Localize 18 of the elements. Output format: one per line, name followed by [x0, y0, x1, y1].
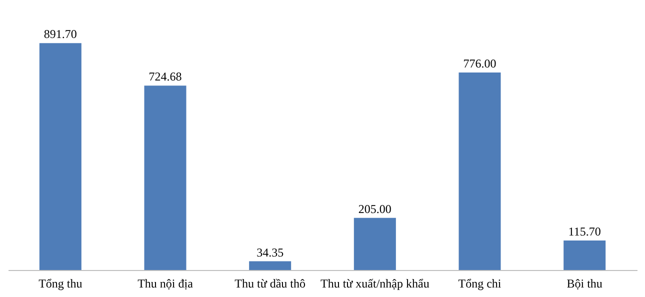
x-tick-label: Tổng thu — [38, 276, 82, 290]
x-tick-label: Tổng chi — [458, 276, 502, 290]
x-tick-label: Thu từ dầu thô — [234, 276, 306, 290]
bar — [564, 240, 606, 270]
bar — [39, 43, 82, 270]
bar — [144, 86, 186, 270]
data-label: 776.00 — [463, 56, 496, 71]
x-tick-label: Thu từ xuất/nhập khẩu — [320, 276, 430, 290]
data-label: 205.00 — [358, 202, 392, 216]
bar — [354, 218, 396, 270]
bar — [249, 261, 292, 270]
data-label: 34.35 — [256, 245, 284, 260]
bar — [458, 72, 501, 270]
x-tick-label: Thu nội địa — [138, 276, 194, 290]
data-label: 891.70 — [44, 27, 77, 42]
data-label: 115.70 — [568, 224, 601, 239]
data-label: 724.68 — [148, 70, 182, 84]
x-tick-label: Bội thu — [566, 276, 602, 290]
